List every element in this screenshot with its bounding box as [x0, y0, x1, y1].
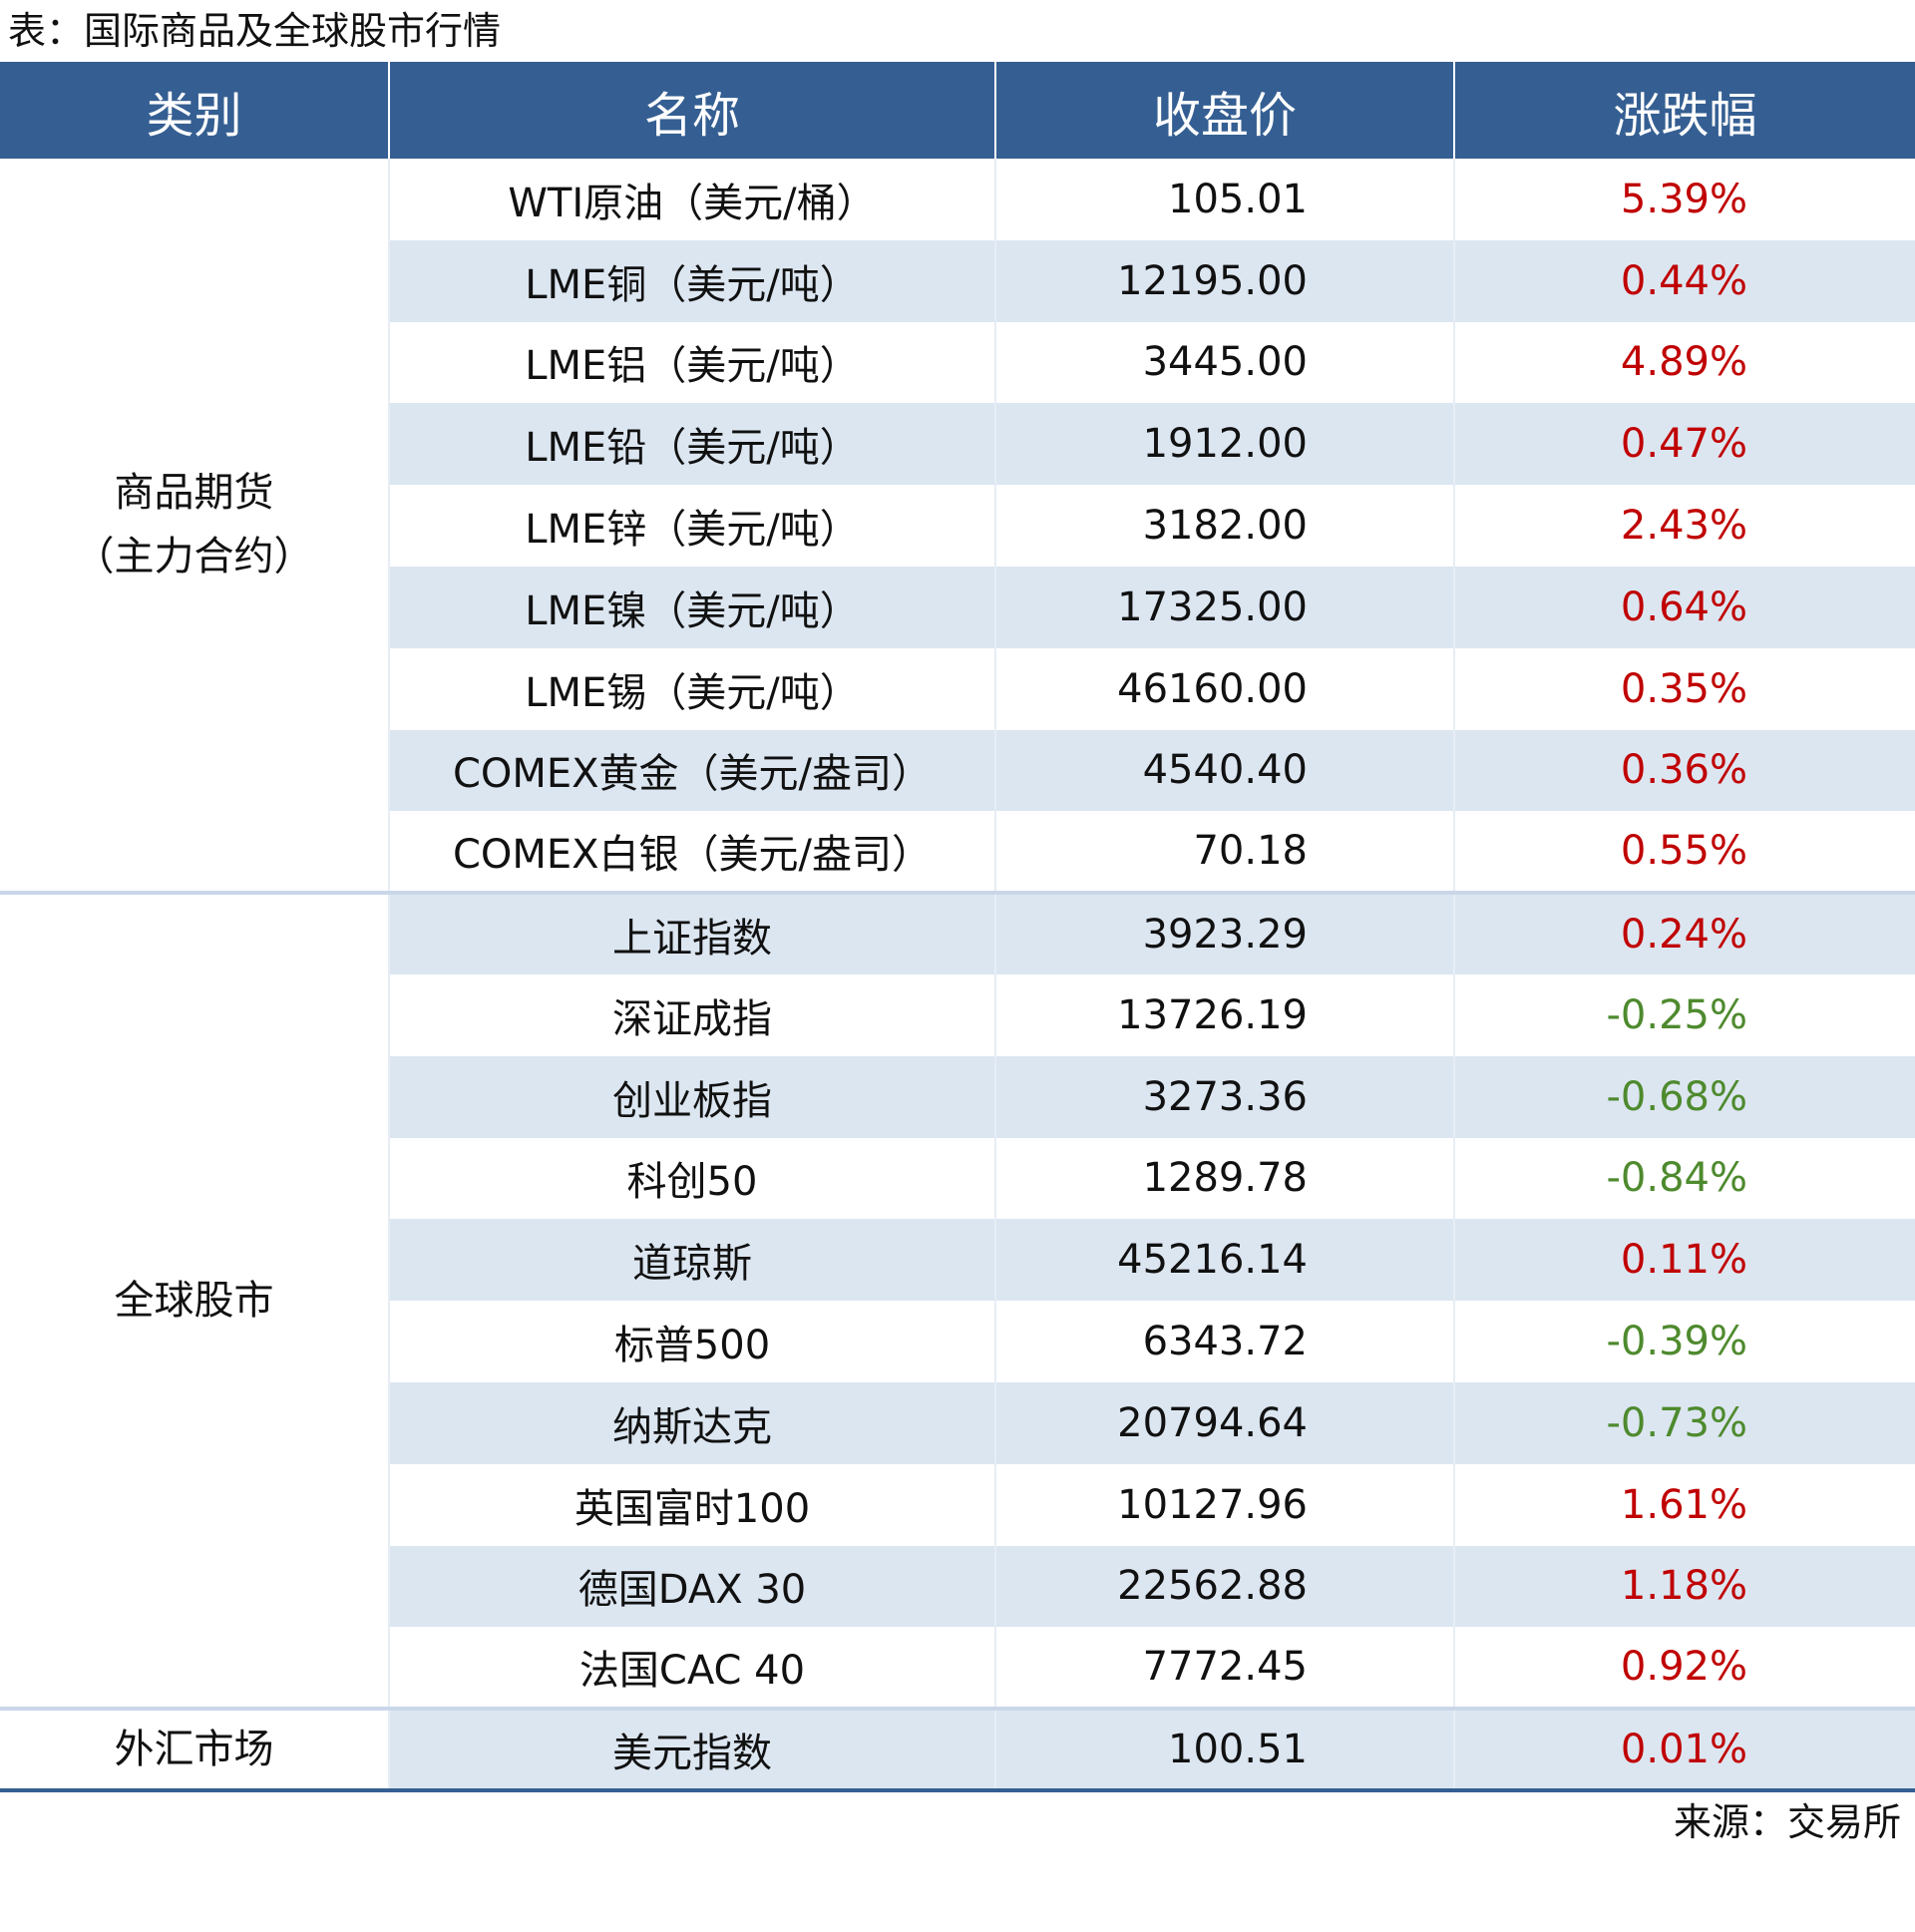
name-cell: 道琼斯	[389, 1219, 996, 1302]
price-cell: 6343.72	[995, 1301, 1455, 1382]
price-cell: 1289.78	[995, 1137, 1455, 1220]
change-cell: 0.55%	[1620, 828, 1747, 875]
table-row: 英国富时100 10127.96 1.61%	[0, 1463, 1915, 1546]
category-line: 商品期货	[114, 470, 274, 517]
change-cell: 0.92%	[1620, 1644, 1747, 1691]
change-cell: 5.39%	[1620, 176, 1747, 222]
category-cell: 外汇市场	[0, 1707, 390, 1792]
change-cell: -0.73%	[1454, 1381, 1915, 1464]
name-cell: 创业板指	[389, 1055, 996, 1138]
header-row: 类别 名称 收盘价 涨跌幅	[0, 62, 1915, 159]
price-cell: 3273.36	[995, 1055, 1455, 1138]
change-cell: -0.25%	[1606, 991, 1747, 1038]
change-cell: -0.39%	[1606, 1319, 1747, 1365]
price-cell: 20794.64	[995, 1381, 1455, 1464]
name-cell: 上证指数	[389, 891, 996, 974]
change-cell: 1.61%	[1620, 1481, 1747, 1528]
price-cell: 70.18	[995, 811, 1455, 894]
table-row: 科创50 1289.78 -0.84%	[0, 1137, 1915, 1220]
change-cell: 1.18%	[1454, 1545, 1915, 1628]
column-header: 名称	[389, 62, 996, 159]
price-cell: 7772.45	[995, 1627, 1455, 1710]
price-cell: 3923.29	[995, 891, 1455, 974]
name-cell: LME铅（美元/吨）	[389, 403, 996, 486]
change-cell: 0.24%	[1454, 891, 1915, 974]
name-cell: COMEX白银（美元/盎司）	[389, 811, 996, 894]
table-row: 法国CAC 40 7772.45 0.92%	[0, 1627, 1915, 1710]
price-cell: 22562.88	[995, 1545, 1455, 1628]
price-cell: 1912.00	[995, 403, 1455, 486]
column-header: 涨跌幅	[1454, 62, 1915, 159]
name-cell: 标普500	[389, 1301, 996, 1382]
change-cell: 0.44%	[1454, 239, 1915, 322]
change-cell: -0.84%	[1606, 1155, 1747, 1202]
name-cell: 科创50	[389, 1137, 996, 1220]
table-row: 外汇市场 美元指数 100.51 0.01%	[0, 1707, 1915, 1792]
table-row: 全球股市 上证指数 3923.29 0.24%	[0, 891, 1915, 1710]
column-header: 类别	[0, 62, 390, 159]
table-row: 德国DAX 30 22562.88 1.18%	[0, 1545, 1915, 1628]
name-cell: 英国富时100	[389, 1463, 996, 1546]
price-cell: 17325.00	[995, 566, 1455, 648]
change-cell: 2.43%	[1620, 503, 1747, 550]
change-cell: -0.68%	[1454, 1055, 1915, 1138]
price-cell: 3182.00	[995, 485, 1455, 567]
change-cell: 0.11%	[1454, 1219, 1915, 1302]
change-cell: 0.35%	[1620, 665, 1747, 712]
price-cell: 13726.19	[995, 973, 1455, 1056]
name-cell: 法国CAC 40	[389, 1627, 996, 1710]
name-cell: LME铜（美元/吨）	[389, 239, 996, 322]
table-row: 深证成指 13726.19 -0.25%	[0, 973, 1915, 1056]
name-cell: LME锌（美元/吨）	[389, 485, 996, 567]
table-row: 道琼斯 45216.14 0.11%	[0, 1219, 1915, 1302]
table-title: 表：国际商品及全球股市行情	[8, 9, 502, 53]
column-header: 收盘价	[995, 62, 1455, 159]
change-cell: 0.64%	[1454, 566, 1915, 648]
table-body: 商品期货 （主力合约） WTI原油（美元/桶） 105.01 5.39% LME铜（美元/…	[0, 159, 1915, 1792]
name-cell: 美元指数	[389, 1707, 996, 1792]
table-row: 创业板指 3273.36 -0.68%	[0, 1055, 1915, 1138]
category-line: 全球股市	[114, 1278, 274, 1325]
price-cell: 3445.00	[995, 321, 1455, 404]
table-row: COMEX白银（美元/盎司） 70.18 0.55%	[0, 811, 1915, 894]
change-cell: 0.01%	[1454, 1707, 1915, 1792]
data-table: 类别 名称 收盘价 涨跌幅 商品期货 （主力合约） WTI原油（美元/桶） 105.01 5.…	[0, 62, 1915, 1792]
name-cell: 德国DAX 30	[389, 1545, 996, 1628]
table-row: LME锌（美元/吨） 3182.00 2.43%	[0, 485, 1915, 567]
name-cell: 深证成指	[389, 973, 996, 1056]
change-cell: 0.47%	[1454, 403, 1915, 486]
category-line: 外汇市场	[114, 1727, 274, 1773]
name-cell: LME铝（美元/吨）	[389, 321, 996, 404]
name-cell: WTI原油（美元/桶）	[389, 159, 996, 240]
price-cell: 4540.40	[995, 729, 1455, 812]
category-cell: 全球股市	[0, 891, 390, 1710]
category-cell: 商品期货 （主力合约）	[0, 159, 390, 894]
price-cell: 105.01	[995, 159, 1455, 240]
name-cell: LME镍（美元/吨）	[389, 566, 996, 648]
category-line: （主力合约）	[74, 534, 314, 580]
name-cell: 纳斯达克	[389, 1381, 996, 1464]
table-row: LME镍（美元/吨） 17325.00 0.64%	[0, 566, 1915, 648]
price-cell: 12195.00	[995, 239, 1455, 322]
table-row: LME锡（美元/吨） 46160.00 0.35%	[0, 647, 1915, 730]
name-cell: LME锡（美元/吨）	[389, 647, 996, 730]
price-cell: 100.51	[995, 1707, 1455, 1792]
table-row: 标普500 6343.72 -0.39%	[0, 1301, 1915, 1382]
price-cell: 46160.00	[995, 647, 1455, 730]
price-cell: 45216.14	[995, 1219, 1455, 1302]
change-cell: 0.36%	[1454, 729, 1915, 812]
table-row: LME铝（美元/吨） 3445.00 4.89%	[0, 321, 1915, 404]
table-row: 商品期货 （主力合约） WTI原油（美元/桶） 105.01 5.39%	[0, 159, 1915, 894]
table-row: COMEX黄金（美元/盎司） 4540.40 0.36%	[0, 729, 1915, 812]
name-cell: COMEX黄金（美元/盎司）	[389, 729, 996, 812]
table-row: 纳斯达克 20794.64 -0.73%	[0, 1381, 1915, 1464]
table-row: LME铜（美元/吨） 12195.00 0.44%	[0, 239, 1915, 322]
price-cell: 10127.96	[995, 1463, 1455, 1546]
change-cell: 4.89%	[1620, 339, 1747, 386]
source-note: 来源：交易所	[1673, 1799, 1901, 1844]
table-row: LME铅（美元/吨） 1912.00 0.47%	[0, 403, 1915, 486]
